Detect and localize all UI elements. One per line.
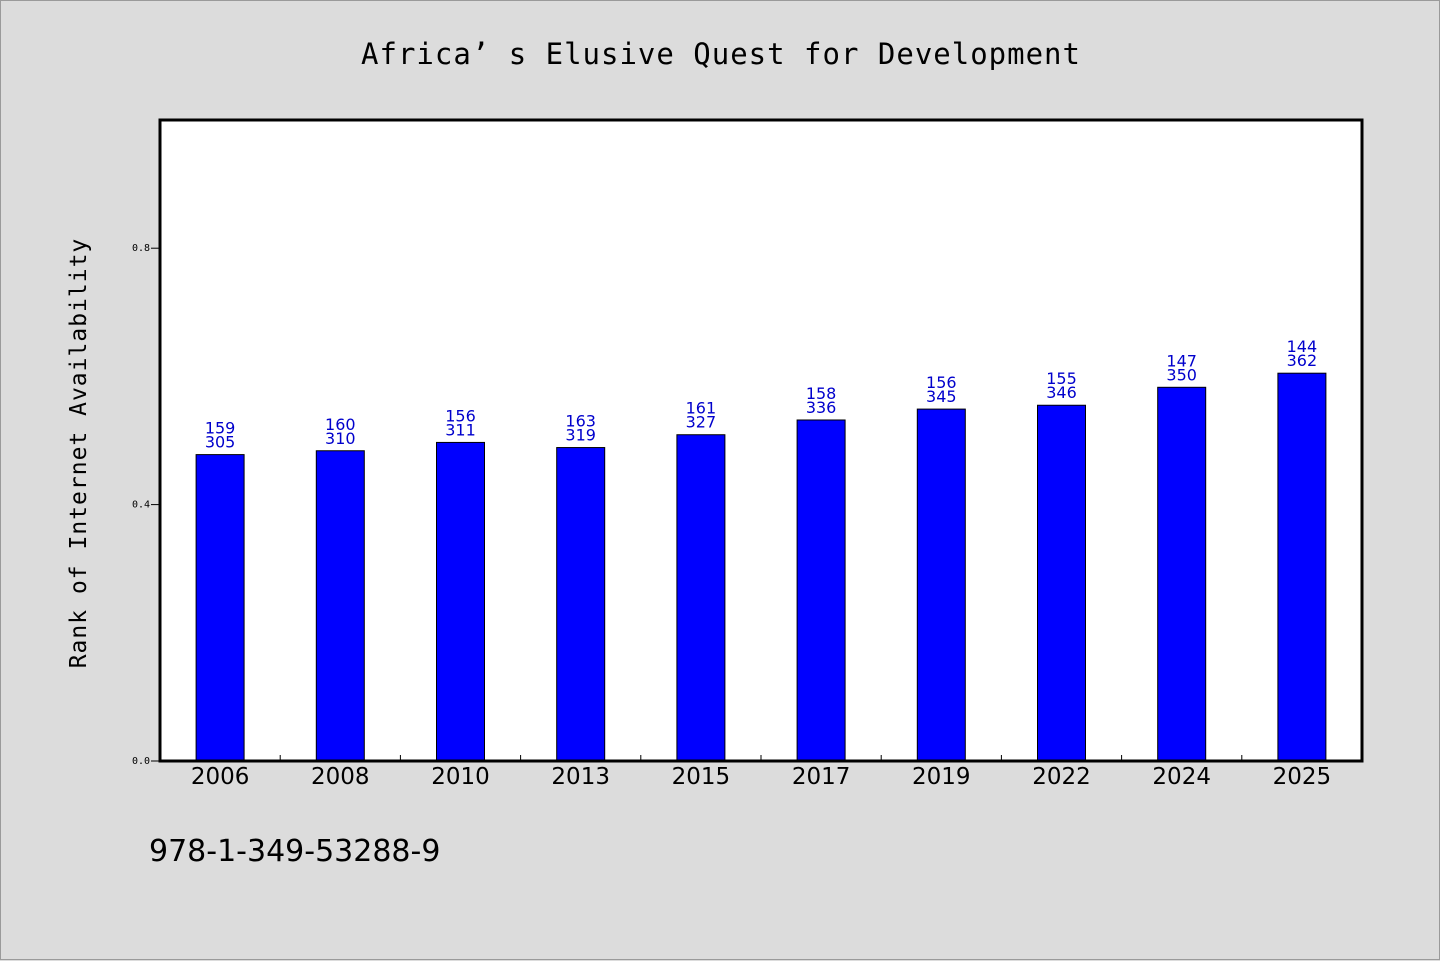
bar-annotation-bottom: 311 [445,420,476,439]
bar [1277,372,1327,762]
bar [796,419,846,762]
bar-annotation-bottom: 336 [806,398,837,417]
plot-frame [158,118,1364,763]
bar-annotation-bottom: 305 [205,433,236,452]
bar [556,447,606,762]
bar-annotation-top: 155 [1046,369,1077,388]
bar-annotation-top: 160 [325,415,356,434]
bar [315,450,365,762]
bar-annotation-top: 156 [445,406,476,425]
bar-annotation-top: 158 [806,384,837,403]
isbn-text: 978-1-349-53288-9 [149,834,441,869]
x-tick-label: 2024 [1152,764,1211,790]
bar-annotation-bottom: 327 [686,413,717,432]
bar [676,434,726,762]
bar-annotation-bottom: 346 [1046,383,1077,402]
bar-annotation-top: 161 [686,399,717,418]
x-tick-label: 2022 [1032,764,1091,790]
x-tick-label: 2015 [672,764,731,790]
bar-annotation-bottom: 350 [1166,365,1197,384]
x-tick-label: 2010 [431,764,490,790]
x-tick-label: 2006 [191,764,250,790]
bar-annotation-bottom: 362 [1287,351,1318,370]
y-tick-label: 0.8 [132,243,150,254]
bar [1157,386,1207,762]
bar-annotation-top: 147 [1166,351,1197,370]
x-tick-label: 2017 [792,764,851,790]
y-tick-label: 0.0 [132,756,150,767]
x-tick-label: 2013 [551,764,610,790]
bar-annotation-bottom: 319 [565,426,596,445]
chart-title: Africa’ s Elusive Quest for Development [361,37,1081,71]
bar-annotation-bottom: 345 [926,387,957,406]
y-tick-label: 0.4 [132,500,150,511]
x-tick-label: 2025 [1273,764,1332,790]
bar-annotation-bottom: 310 [325,429,356,448]
bar [1037,404,1086,762]
x-tick-label: 2019 [912,764,971,790]
x-tick-label: 2008 [311,764,370,790]
bar [436,441,485,762]
bar-annotation-top: 144 [1287,337,1318,356]
bar-annotation-top: 159 [205,419,236,438]
bar-annotation-top: 156 [926,373,957,392]
bar-annotation-top: 163 [565,412,596,431]
bar [916,408,966,762]
bar [195,454,245,762]
